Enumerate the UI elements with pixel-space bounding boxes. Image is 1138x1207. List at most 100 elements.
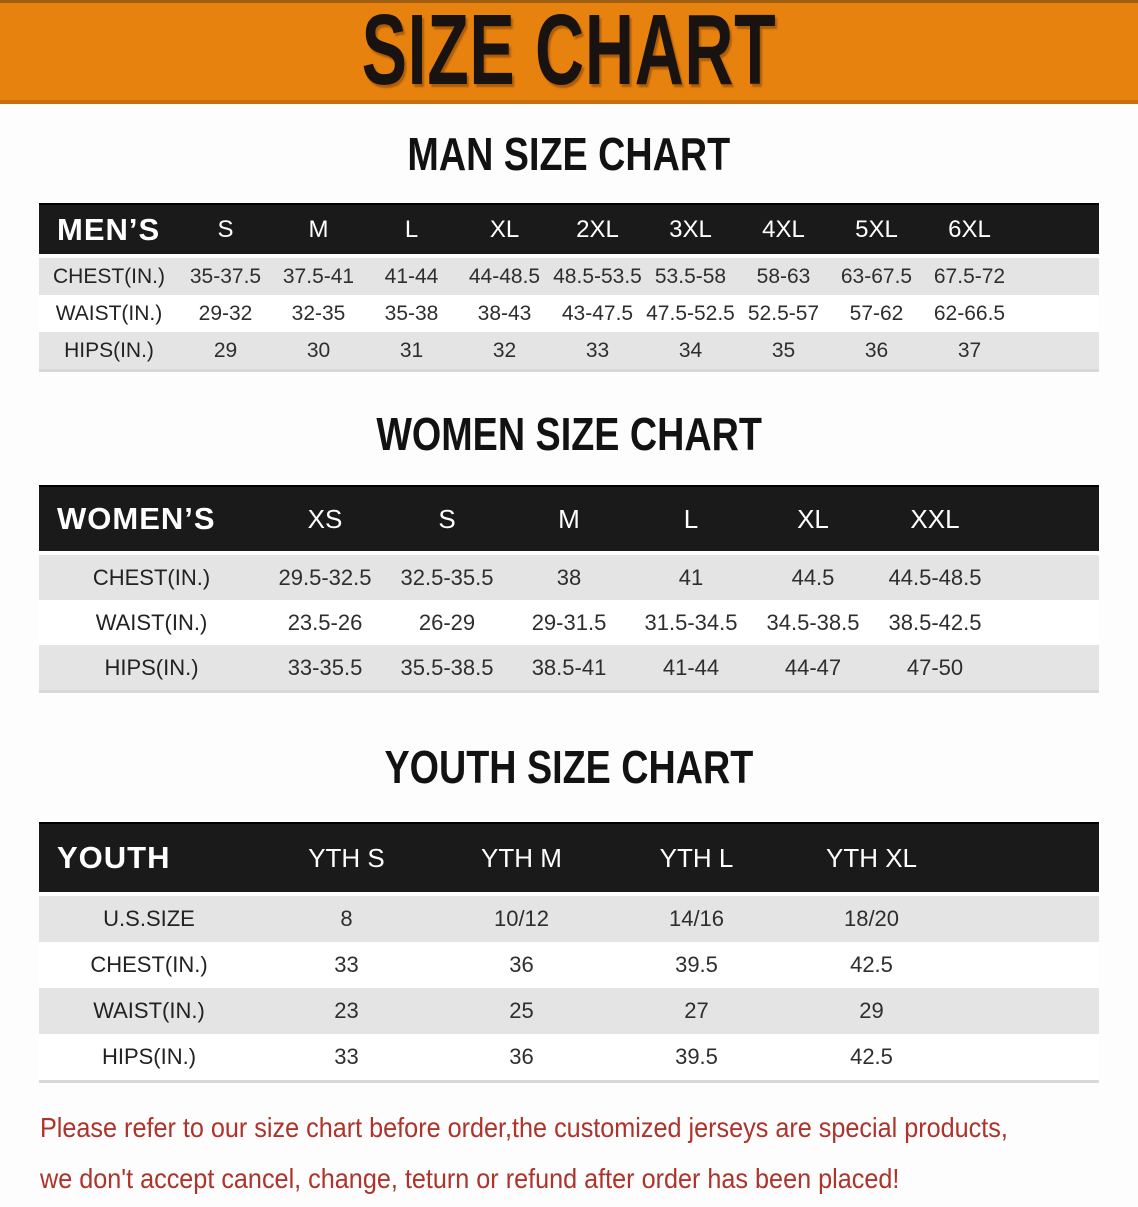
women-waist-row: WAIST(IN.) 23.5-26 26-29 29-31.5 31.5-34… — [39, 600, 1099, 645]
disclaimer-line-1: Please refer to our size chart before or… — [40, 1112, 1008, 1143]
size-value-cell: 39.5 — [609, 1034, 784, 1082]
women-size-column-header: XL — [752, 485, 874, 554]
youth-hips-row: HIPS(IN.) 33 36 39.5 42.5 — [39, 1034, 1099, 1082]
row-label: WAIST(IN.) — [39, 600, 264, 645]
row-label: CHEST(IN.) — [39, 551, 264, 600]
spacer-cell — [996, 600, 1099, 645]
disclaimer-line-2: we don't accept cancel, change, teturn o… — [40, 1163, 900, 1194]
size-value-cell: 41 — [630, 551, 752, 600]
youth-size-column-header: YTH S — [259, 822, 434, 895]
men-size-column-header: 6XL — [923, 203, 1016, 257]
size-value-cell: 31.5-34.5 — [630, 600, 752, 645]
spacer-cell — [1016, 254, 1099, 295]
size-value-cell: 63-67.5 — [830, 254, 923, 295]
men-size-table: MEN’S S M L XL 2XL 3XL 4XL 5XL 6XL CHEST… — [39, 203, 1099, 372]
size-value-cell: 36 — [830, 332, 923, 371]
spacer-cell — [1016, 295, 1099, 332]
women-table-header-row: WOMEN’S XS S M L XL XXL — [39, 485, 1099, 554]
men-size-column-header: S — [179, 203, 272, 257]
size-value-cell: 42.5 — [784, 942, 959, 988]
size-value-cell: 32.5-35.5 — [386, 551, 508, 600]
disclaimer-line-1-wrap: Please refer to our size chart before or… — [40, 1105, 1138, 1156]
size-value-cell: 33 — [551, 332, 644, 371]
women-section-heading: WOMEN SIZE CHART — [0, 408, 1138, 469]
size-value-cell: 42.5 — [784, 1034, 959, 1082]
size-value-cell: 67.5-72 — [923, 254, 1016, 295]
spacer-cell — [959, 988, 1099, 1034]
disclaimer: Please refer to our size chart before or… — [0, 1105, 1138, 1207]
size-value-cell: 58-63 — [737, 254, 830, 295]
women-table-corner-label: WOMEN’S — [39, 485, 264, 554]
men-size-column-header: 4XL — [737, 203, 830, 257]
men-waist-row: WAIST(IN.) 29-32 32-35 35-38 38-43 43-47… — [39, 295, 1099, 332]
page-title: SIZE CHART — [361, 0, 777, 106]
women-size-column-header: XXL — [874, 485, 996, 554]
men-section-heading: MAN SIZE CHART — [0, 128, 1138, 189]
size-value-cell: 18/20 — [784, 892, 959, 942]
size-value-cell: 44.5-48.5 — [874, 551, 996, 600]
size-value-cell: 30 — [272, 332, 365, 371]
size-value-cell: 33-35.5 — [264, 645, 386, 692]
size-value-cell: 35-37.5 — [179, 254, 272, 295]
youth-table-corner-label: YOUTH — [39, 822, 259, 895]
size-value-cell: 29 — [784, 988, 959, 1034]
youth-chest-row: CHEST(IN.) 33 36 39.5 42.5 — [39, 942, 1099, 988]
men-chest-row: CHEST(IN.) 35-37.5 37.5-41 41-44 44-48.5… — [39, 254, 1099, 295]
row-label: HIPS(IN.) — [39, 645, 264, 692]
spacer-cell — [1016, 332, 1099, 371]
size-value-cell: 44-48.5 — [458, 254, 551, 295]
women-size-column-header: M — [508, 485, 630, 554]
size-value-cell: 44-47 — [752, 645, 874, 692]
size-value-cell: 52.5-57 — [737, 295, 830, 332]
women-size-column-header: L — [630, 485, 752, 554]
youth-size-column-header: YTH M — [434, 822, 609, 895]
size-value-cell: 10/12 — [434, 892, 609, 942]
size-value-cell: 35.5-38.5 — [386, 645, 508, 692]
size-value-cell: 23.5-26 — [264, 600, 386, 645]
size-value-cell: 31 — [365, 332, 458, 371]
size-value-cell: 48.5-53.5 — [551, 254, 644, 295]
row-label: HIPS(IN.) — [39, 1034, 259, 1082]
size-value-cell: 33 — [259, 1034, 434, 1082]
size-value-cell: 23 — [259, 988, 434, 1034]
spacer-cell — [959, 1034, 1099, 1082]
men-size-column-header: XL — [458, 203, 551, 257]
men-table-corner-label: MEN’S — [39, 203, 179, 257]
spacer-cell — [1016, 203, 1099, 257]
row-label: HIPS(IN.) — [39, 332, 179, 371]
size-value-cell: 37.5-41 — [272, 254, 365, 295]
women-chest-row: CHEST(IN.) 29.5-32.5 32.5-35.5 38 41 44.… — [39, 551, 1099, 600]
size-value-cell: 38-43 — [458, 295, 551, 332]
women-size-column-header: XS — [264, 485, 386, 554]
size-value-cell: 34 — [644, 332, 737, 371]
spacer-cell — [959, 822, 1099, 895]
size-value-cell: 27 — [609, 988, 784, 1034]
size-value-cell: 8 — [259, 892, 434, 942]
size-value-cell: 36 — [434, 942, 609, 988]
men-table-header-row: MEN’S S M L XL 2XL 3XL 4XL 5XL 6XL — [39, 203, 1099, 257]
size-value-cell: 35-38 — [365, 295, 458, 332]
size-value-cell: 25 — [434, 988, 609, 1034]
size-value-cell: 36 — [434, 1034, 609, 1082]
size-value-cell: 38.5-42.5 — [874, 600, 996, 645]
youth-section-heading: YOUTH SIZE CHART — [0, 741, 1138, 802]
row-label: WAIST(IN.) — [39, 988, 259, 1034]
men-hips-row: HIPS(IN.) 29 30 31 32 33 34 35 36 37 — [39, 332, 1099, 371]
women-hips-row: HIPS(IN.) 33-35.5 35.5-38.5 38.5-41 41-4… — [39, 645, 1099, 692]
size-value-cell: 26-29 — [386, 600, 508, 645]
men-size-column-header: 2XL — [551, 203, 644, 257]
size-value-cell: 32-35 — [272, 295, 365, 332]
size-value-cell: 29-32 — [179, 295, 272, 332]
size-value-cell: 29.5-32.5 — [264, 551, 386, 600]
size-value-cell: 41-44 — [630, 645, 752, 692]
youth-size-column-header: YTH XL — [784, 822, 959, 895]
women-section-heading-text: WOMEN SIZE CHART — [376, 408, 762, 460]
youth-table-header-row: YOUTH YTH S YTH M YTH L YTH XL — [39, 822, 1099, 895]
men-size-column-header: 3XL — [644, 203, 737, 257]
size-value-cell: 62-66.5 — [923, 295, 1016, 332]
row-label: WAIST(IN.) — [39, 295, 179, 332]
row-label: U.S.SIZE — [39, 892, 259, 942]
size-value-cell: 29-31.5 — [508, 600, 630, 645]
spacer-cell — [996, 645, 1099, 692]
size-value-cell: 33 — [259, 942, 434, 988]
